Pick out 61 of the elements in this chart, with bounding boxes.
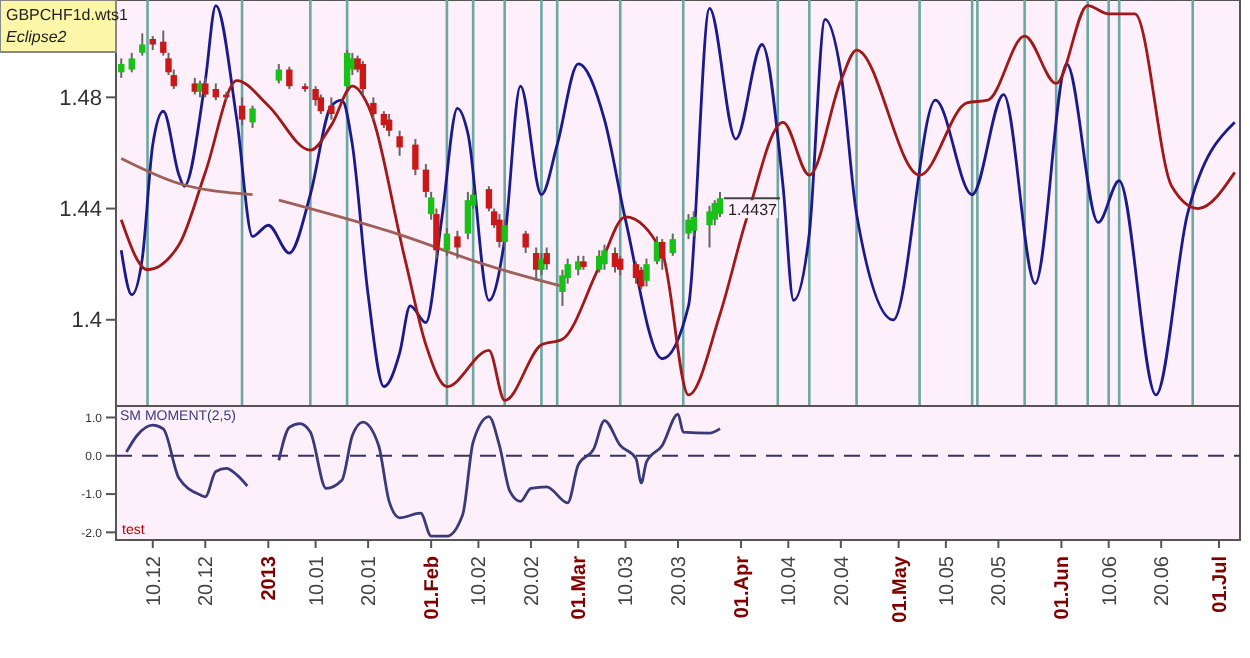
x-tick-label: 20.06 [1152,555,1175,607]
candlestick [575,254,582,277]
candlestick [275,62,283,85]
candlestick [286,65,293,90]
x-tick-label: 01.Apr [732,555,755,619]
candlestick [669,232,676,257]
candlestick [359,60,367,96]
x-tick-label: 01.Jul [1209,555,1232,613]
candlestick [385,113,393,138]
x-tick-label: 20.02 [521,555,544,607]
candlestick [464,190,472,241]
candlestick [249,104,256,129]
candlestick [501,218,508,249]
x-tick-label: 10.04 [779,555,802,607]
y-tick-label: 1.4 [71,309,102,334]
candlestick [312,85,319,107]
candlestick [118,57,125,79]
x-tick-label: 10.03 [616,555,639,607]
candlestick [706,204,713,249]
candlestick [690,210,697,238]
candlestick [716,190,724,218]
candlestick [370,96,377,121]
candlestick [328,96,335,121]
candlestick [522,229,529,255]
candlestick [643,257,650,288]
x-tick-label: 10.01 [306,555,329,607]
candlestick [543,246,550,271]
candlestick [601,243,608,271]
x-tick-label: 20.04 [831,555,854,607]
y-tick-label: 1.48 [59,87,102,112]
x-tick-label: 10.12 [143,555,166,607]
candlestick [412,138,419,177]
y-tick-label: 1.44 [59,198,102,223]
candlestick [139,32,146,57]
x-tick-label: 20.03 [669,555,691,607]
candlestick [160,29,167,57]
x-tick-label: 01.May [889,555,912,623]
candlestick [617,254,624,277]
x-tick-label: 10.05 [936,555,959,607]
x-tick-label: 10.06 [1099,555,1122,607]
x-tick-label: 01.Mar [569,555,592,620]
candlestick [317,93,325,116]
annotation: 1.4437 [728,200,779,219]
candlestick [202,76,209,99]
candlestick [238,96,246,127]
candlestick [538,252,545,277]
x-tick-label: 20.12 [196,555,219,607]
candlestick [454,229,461,260]
candlestick [396,129,403,157]
x-tick-label: 20.05 [989,555,1012,607]
candlestick [685,213,692,241]
candlestick [443,227,451,257]
text: Eclipse2 [6,28,68,46]
candlestick [128,51,135,74]
candlestick [659,238,666,271]
chart-title: GBPCHF1d.wts1 [6,6,129,24]
x-tick-label: 20.01 [359,555,382,607]
x-tick-label: 01.Feb [422,556,445,620]
x-tick-label: 01.Jun [1052,556,1075,620]
x-tick-label: 2013 [259,555,282,601]
x-tick-label: 10.02 [469,555,492,607]
